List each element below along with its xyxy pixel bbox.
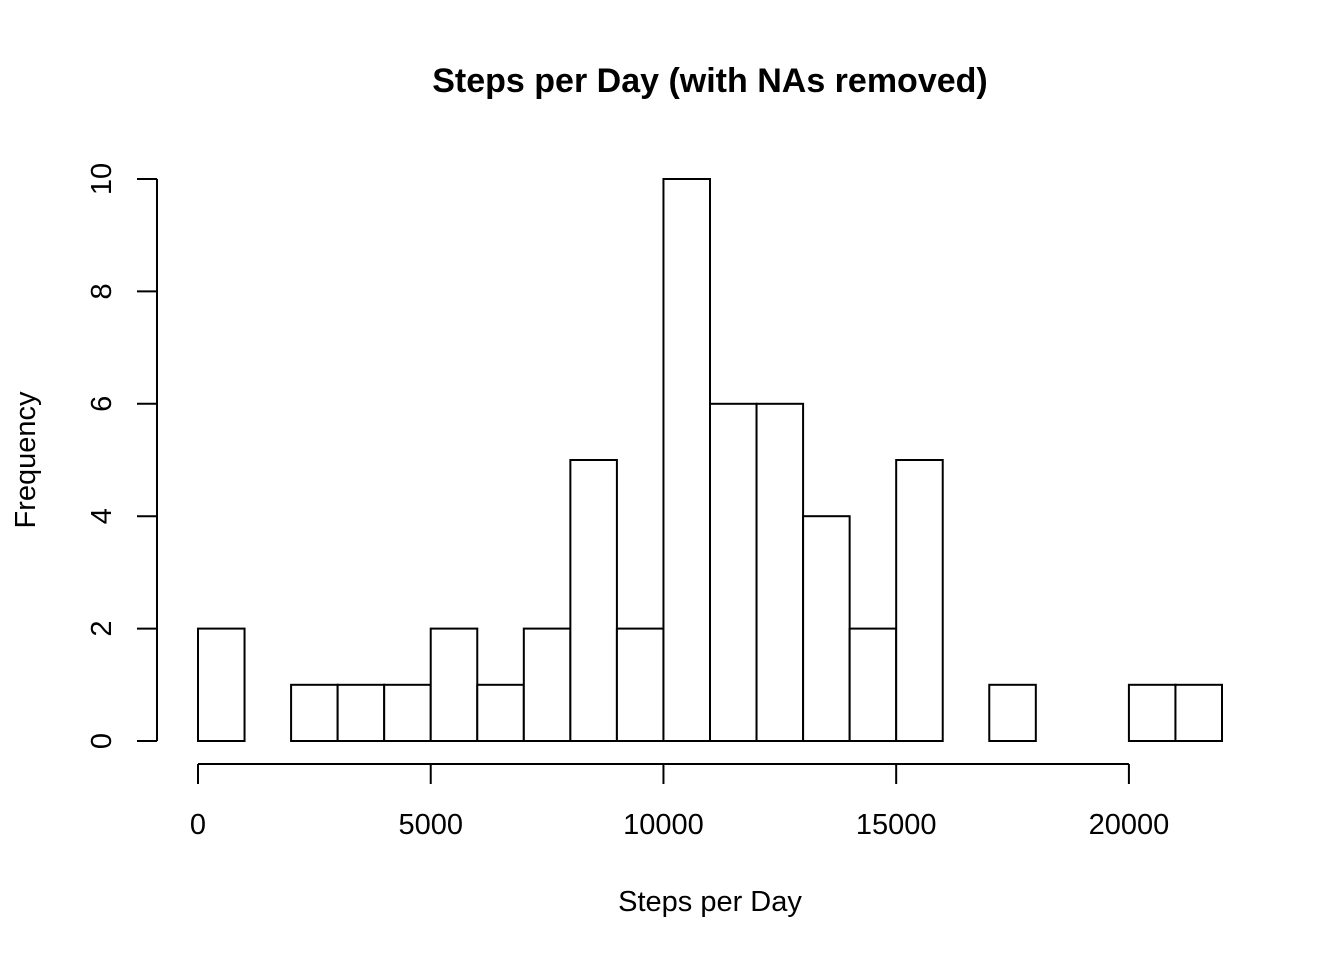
x-tick-label: 10000: [623, 809, 704, 841]
x-tick-label: 15000: [856, 809, 937, 841]
histogram-bar-9: [615, 627, 665, 742]
histogram-bar-3: [336, 683, 386, 742]
histogram-bar-17: [988, 683, 1037, 742]
y-axis: 0 2 4 6 8 10: [86, 163, 158, 749]
histogram-bar-7: [522, 627, 572, 742]
x-axis-label: Steps per Day: [618, 886, 802, 918]
histogram-bar-14: [848, 627, 898, 742]
histogram-bar-11: [709, 402, 758, 742]
histogram-bar-2: [290, 683, 339, 742]
histogram-bars: [197, 178, 1224, 743]
histogram-bar-13: [802, 515, 851, 743]
histogram-bar-5: [429, 627, 479, 742]
histogram-bar-10: [662, 178, 711, 742]
histogram-bar-20: [1127, 683, 1177, 742]
y-tick-label: 10: [86, 163, 118, 195]
histogram-bar-12: [755, 402, 805, 742]
y-tick-label: 0: [86, 733, 118, 749]
x-axis: 0 5000 10000 15000 20000: [190, 763, 1170, 841]
x-tick-label: 0: [190, 809, 206, 841]
histogram-bar-4: [383, 683, 432, 742]
chart-title: Steps per Day (with NAs removed): [432, 62, 987, 100]
y-tick-label: 4: [86, 508, 118, 524]
y-tick-label: 6: [86, 396, 118, 412]
histogram-bar-15: [895, 459, 944, 742]
histogram-bar-0: [197, 627, 246, 742]
histogram-bar-21: [1174, 683, 1224, 742]
y-tick-label: 2: [86, 621, 118, 637]
y-tick-label: 8: [86, 283, 118, 299]
y-axis-label: Frequency: [10, 391, 42, 529]
histogram-bar-8: [569, 459, 618, 742]
histogram-bar-6: [476, 683, 525, 742]
x-tick-label: 20000: [1089, 809, 1170, 841]
x-tick-label: 5000: [398, 809, 463, 841]
